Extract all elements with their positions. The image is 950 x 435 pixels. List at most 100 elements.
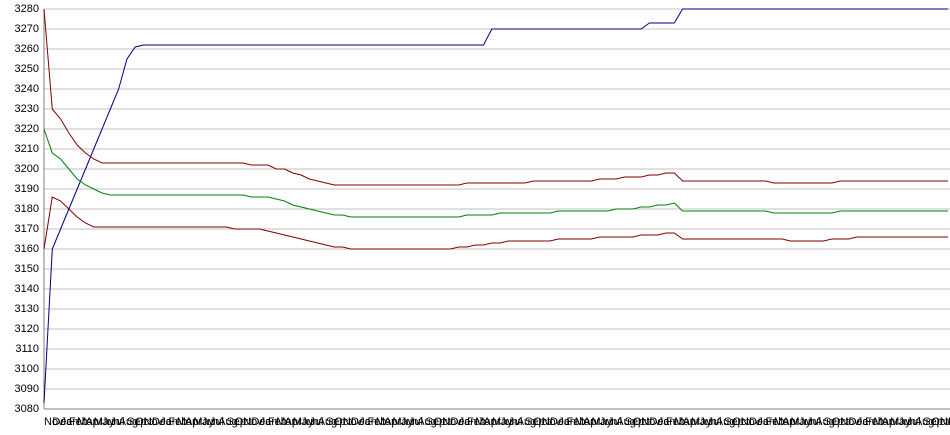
x-tick-label: Dec	[450, 416, 470, 428]
x-tick-label: Oct	[931, 416, 948, 428]
x-tick-label: Mar	[276, 416, 295, 428]
x-tick-label: Apr	[583, 416, 600, 428]
x-tick-label: Jul	[807, 416, 821, 428]
y-tick-label: 3120	[15, 323, 39, 335]
x-tick-label: Jul	[907, 416, 921, 428]
x-tick-label: Mar	[674, 416, 693, 428]
x-tick-label: Sep	[426, 416, 446, 428]
x-tick-label: Mar	[177, 416, 196, 428]
x-tick-label: May	[790, 416, 811, 428]
x-tick-label: Feb	[865, 416, 884, 428]
x-tick-label: Oct	[633, 416, 650, 428]
x-tick-label: Nov	[542, 416, 562, 428]
x-tick-label: Nov	[144, 416, 164, 428]
x-tick-label: Jan	[160, 416, 178, 428]
x-tick-label: Sep	[724, 416, 744, 428]
x-tick-label: Dec	[948, 416, 950, 428]
x-tick-label: May	[591, 416, 612, 428]
x-tick-label: Apr	[782, 416, 799, 428]
x-tick-label: Jan	[757, 416, 775, 428]
x-tick-label: Nov	[243, 416, 263, 428]
x-tick-label: Jul	[110, 416, 124, 428]
x-tick-label: May	[492, 416, 513, 428]
x-tick-label: Aug	[318, 416, 338, 428]
y-tick-label: 3240	[15, 83, 39, 95]
x-tick-label: Jan	[558, 416, 576, 428]
x-tick-label: Nov	[741, 416, 761, 428]
y-tick-label: 3180	[15, 203, 39, 215]
y-tick-label: 3230	[15, 103, 39, 115]
x-tick-label: Sep	[625, 416, 645, 428]
x-tick-label: Mar	[376, 416, 395, 428]
x-tick-label: Jun	[799, 416, 817, 428]
y-tick-label: 3200	[15, 163, 39, 175]
x-tick-label: May	[94, 416, 115, 428]
x-tick-label: Jan	[658, 416, 676, 428]
x-tick-label: Feb	[467, 416, 486, 428]
x-tick-label: Mar	[77, 416, 96, 428]
y-tick-label: 3130	[15, 303, 39, 315]
x-tick-label: Mar	[873, 416, 892, 428]
x-tick-label: Jul	[309, 416, 323, 428]
x-tick-label: Oct	[533, 416, 550, 428]
x-tick-label: Jan	[459, 416, 477, 428]
x-tick-label: Dec	[550, 416, 570, 428]
y-tick-label: 3140	[15, 283, 39, 295]
x-tick-label: Jul	[210, 416, 224, 428]
y-tick-label: 3280	[15, 3, 39, 15]
y-tick-label: 3160	[15, 243, 39, 255]
y-tick-label: 3190	[15, 183, 39, 195]
y-tick-label: 3260	[15, 43, 39, 55]
y-tick-label: 3090	[15, 383, 39, 395]
x-tick-label: Feb	[766, 416, 785, 428]
x-tick-label: Feb	[268, 416, 287, 428]
x-tick-label: Feb	[666, 416, 685, 428]
x-tick-label: Sep	[824, 416, 844, 428]
x-tick-label: May	[293, 416, 314, 428]
y-tick-label: 3080	[15, 403, 39, 415]
series-line	[43, 128, 948, 218]
x-tick-label: Oct	[732, 416, 749, 428]
x-tick-label: Dec	[649, 416, 669, 428]
x-tick-label: Aug	[218, 416, 238, 428]
x-tick-label: Dec	[251, 416, 271, 428]
x-tick-label: Jun	[102, 416, 120, 428]
x-tick-label: May	[193, 416, 214, 428]
x-tick-label: Sep	[326, 416, 346, 428]
x-tick-label: Dec	[152, 416, 172, 428]
y-tick-label: 3250	[15, 63, 39, 75]
x-tick-label: Nov	[641, 416, 661, 428]
x-tick-label: Aug	[119, 416, 139, 428]
x-tick-label: Jun	[401, 416, 419, 428]
x-tick-label: Jan	[857, 416, 875, 428]
y-tick-label: 3110	[15, 343, 39, 355]
x-tick-label: Jul	[409, 416, 423, 428]
x-tick-label: Oct	[135, 416, 152, 428]
x-tick-label: Jan	[260, 416, 278, 428]
x-tick-label: Apr	[185, 416, 202, 428]
x-tick-label: Aug	[915, 416, 935, 428]
x-tick-label: Aug	[616, 416, 636, 428]
x-tick-label: Feb	[566, 416, 585, 428]
x-tick-label: Aug	[815, 416, 835, 428]
x-tick-label: May	[691, 416, 712, 428]
x-tick-label: Dec	[52, 416, 72, 428]
y-tick-label: 3270	[15, 23, 39, 35]
x-tick-label: Nov	[442, 416, 462, 428]
x-tick-label: Sep	[226, 416, 246, 428]
y-tick-label: 3170	[15, 223, 39, 235]
x-tick-label: Nov	[44, 416, 64, 428]
y-tick-label: 3100	[15, 363, 39, 375]
series-line	[43, 8, 948, 404]
y-tick-label: 3210	[15, 143, 39, 155]
x-tick-label: Mar	[575, 416, 594, 428]
x-tick-label: Jun	[301, 416, 319, 428]
x-tick-label: Sep	[127, 416, 147, 428]
y-tick-label: 3220	[15, 123, 39, 135]
x-tick-label: Feb	[168, 416, 187, 428]
x-tick-label: Jun	[600, 416, 618, 428]
x-tick-label: Oct	[434, 416, 451, 428]
x-tick-label: Nov	[940, 416, 950, 428]
x-tick-label: Sep	[923, 416, 943, 428]
